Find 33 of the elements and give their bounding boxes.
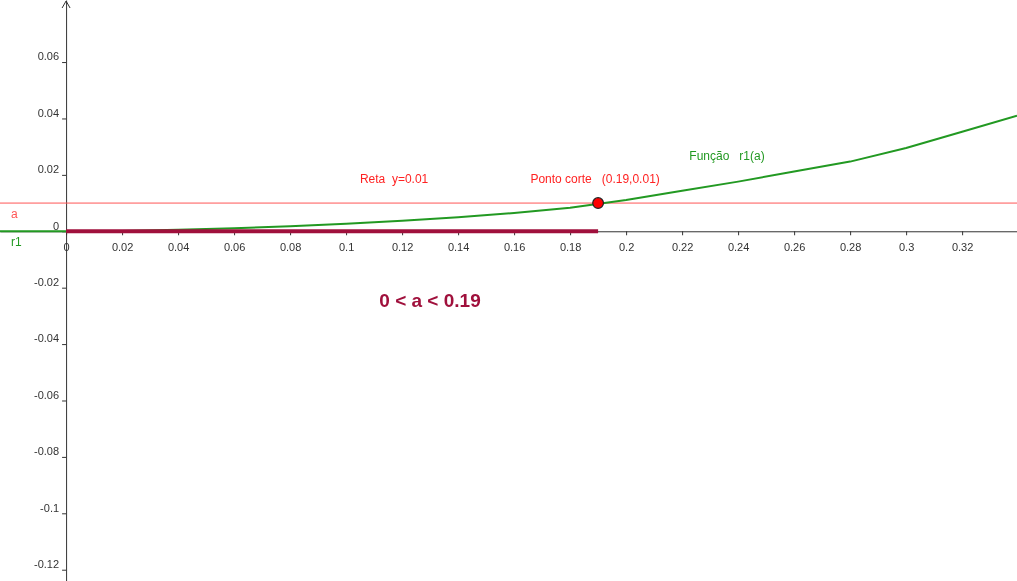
y-tick-label: -0.06 [34,388,60,401]
x-tick-label: 0.22 [671,241,694,254]
x-tick-label: 0.32 [951,241,974,254]
y-tick-label: 0.02 [37,163,60,176]
x-tick-label: 0.26 [783,241,806,254]
x-tick-label: 0.12 [391,241,414,254]
annotation: Reta y=0.01 [359,172,429,187]
y-tick-label: 0.06 [37,50,60,63]
annotation: Função r1(a) [689,149,765,163]
ref-line-label: a [11,207,18,222]
y-tick-label: -0.04 [34,332,60,345]
x-tick-label: 0.06 [223,241,246,254]
y-tick-label: 0.04 [37,106,60,119]
annotation: 0 < a < 0.19 [379,290,481,311]
y-tick-label: 0 [52,219,60,232]
annotation: Ponto corte (0.19,0.01) [530,172,660,187]
x-tick-label: 0.18 [559,241,582,254]
x-tick-label: 0.28 [839,241,862,254]
y-tick-label: -0.08 [34,445,60,458]
x-tick-label: 0.3 [898,241,915,254]
y-tick-label: -0.1 [40,501,60,514]
x-tick-label: 0.02 [111,241,134,254]
x-tick-label: 0.1 [338,241,355,254]
x-tick-label: 0.16 [503,241,526,254]
y-tick-label: -0.12 [34,558,60,571]
series-label: r1 [11,235,22,250]
x-tick-label: 0 [63,241,70,254]
x-tick-label: 0.2 [618,241,635,254]
x-tick-label: 0.14 [447,241,470,254]
y-tick-label: -0.02 [34,275,60,288]
x-tick-label: 0.04 [167,241,190,254]
x-tick-label: 0.08 [279,241,302,254]
x-tick-label: 0.24 [727,241,750,254]
